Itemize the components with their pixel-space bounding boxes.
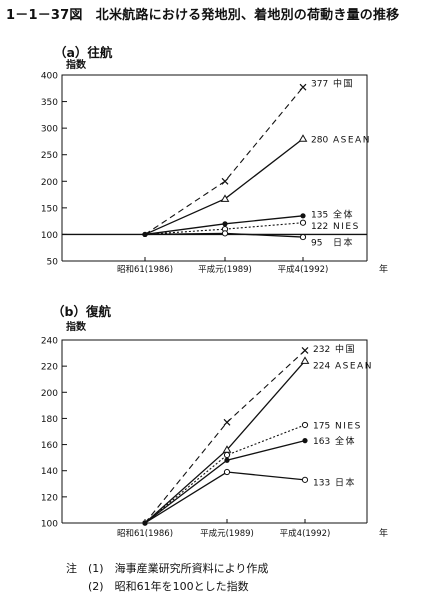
- x-tick-label: 平成元(1989): [200, 528, 254, 539]
- data-point: [302, 438, 308, 444]
- data-point: [142, 231, 148, 238]
- data-point: [223, 418, 231, 426]
- data-point: [301, 347, 309, 354]
- series-name-label: 日本: [333, 237, 354, 249]
- note-index-base: (2) 昭和61年を100とした指数: [66, 580, 249, 593]
- data-point: [223, 451, 231, 459]
- data-label: 133: [313, 478, 330, 488]
- chart-b-title: （b）復航: [52, 304, 111, 319]
- series-line: [144, 86, 304, 235]
- y-tick-label: 400: [41, 72, 58, 82]
- series-name-label: NIES: [335, 421, 362, 431]
- data-point: [301, 476, 309, 483]
- y-tick-label: 160: [41, 441, 58, 451]
- note-source: 注 (1) 海事産業研究所資料により作成: [66, 562, 269, 575]
- series-全体: 163 全体: [142, 435, 356, 526]
- data-point: [142, 520, 148, 526]
- x-tick-label: 平成4(1992): [278, 264, 329, 275]
- chart-a-title: （a）往航: [54, 45, 113, 60]
- data-point: [221, 230, 229, 237]
- data-point: [300, 356, 310, 364]
- series-NIES: 122 NIES: [142, 219, 360, 238]
- x-axis-label: 年: [379, 527, 388, 539]
- plot-frame: [61, 74, 368, 261]
- series-line: [144, 471, 306, 524]
- series-name-label: 全体: [333, 208, 354, 220]
- series-中国: 377 中国: [142, 78, 354, 238]
- series-日本: 133 日本: [142, 468, 356, 526]
- data-point: [299, 219, 307, 226]
- y-tick-label: 100: [41, 520, 58, 530]
- data-label: 232: [313, 345, 330, 355]
- data-point: [301, 421, 309, 429]
- series-name-label: 日本: [335, 476, 356, 488]
- y-axis-label: 指数: [66, 320, 87, 333]
- series-name-label: 中国: [333, 78, 354, 90]
- series-日本: 95 日本: [142, 230, 354, 249]
- data-point: [298, 134, 308, 142]
- series-line: [144, 360, 306, 524]
- y-tick-label: 250: [41, 151, 58, 161]
- series-name-label: 中国: [335, 343, 356, 355]
- series-全体: 135 全体: [142, 208, 354, 238]
- data-point: [221, 177, 229, 185]
- data-label: 95: [311, 239, 322, 249]
- x-tick-label: 平成元(1989): [198, 264, 252, 275]
- data-label: 224: [313, 361, 330, 371]
- y-tick-label: 120: [41, 493, 58, 503]
- x-tick-label: 平成4(1992): [280, 528, 331, 539]
- y-tick-label: 180: [41, 415, 58, 425]
- y-tick-label: 100: [41, 231, 58, 241]
- data-point: [300, 213, 306, 219]
- y-tick-label: 240: [41, 337, 58, 347]
- series-line: [144, 350, 306, 524]
- series-中国: 232 中国: [142, 343, 356, 526]
- data-point: [223, 468, 231, 476]
- data-point: [224, 457, 230, 463]
- series-name-label: ASEAN: [333, 135, 371, 145]
- y-tick-label: 200: [41, 389, 58, 399]
- series-name-label: 全体: [335, 435, 356, 447]
- figure-title: 1－1－37図 北米航路における発地別、着地別の荷動き量の推移: [6, 8, 400, 23]
- x-tick-label: 昭和61(1986): [117, 529, 173, 539]
- series-name-label: ASEAN: [335, 361, 373, 371]
- data-label: 122: [311, 222, 328, 232]
- data-label: 377: [311, 80, 328, 90]
- data-label: 135: [311, 210, 328, 220]
- y-tick-label: 200: [41, 178, 58, 188]
- data-point: [220, 194, 230, 202]
- data-label: 280: [311, 135, 328, 145]
- y-axis-label: 指数: [66, 58, 87, 71]
- y-tick-label: 140: [41, 467, 58, 477]
- data-label: 175: [313, 421, 330, 431]
- y-tick-label: 50: [47, 258, 59, 268]
- data-label: 163: [313, 437, 330, 447]
- series-name-label: NIES: [333, 222, 360, 232]
- y-tick-label: 300: [41, 125, 58, 135]
- data-point: [299, 233, 307, 241]
- data-point: [299, 83, 307, 91]
- x-axis-label: 年: [379, 263, 388, 275]
- y-tick-label: 220: [41, 363, 58, 373]
- data-point: [222, 221, 228, 227]
- series-line: [144, 138, 304, 236]
- y-tick-label: 150: [41, 204, 58, 214]
- plot-frame: [61, 339, 368, 523]
- x-tick-label: 昭和61(1986): [117, 265, 173, 275]
- y-tick-label: 350: [41, 98, 58, 108]
